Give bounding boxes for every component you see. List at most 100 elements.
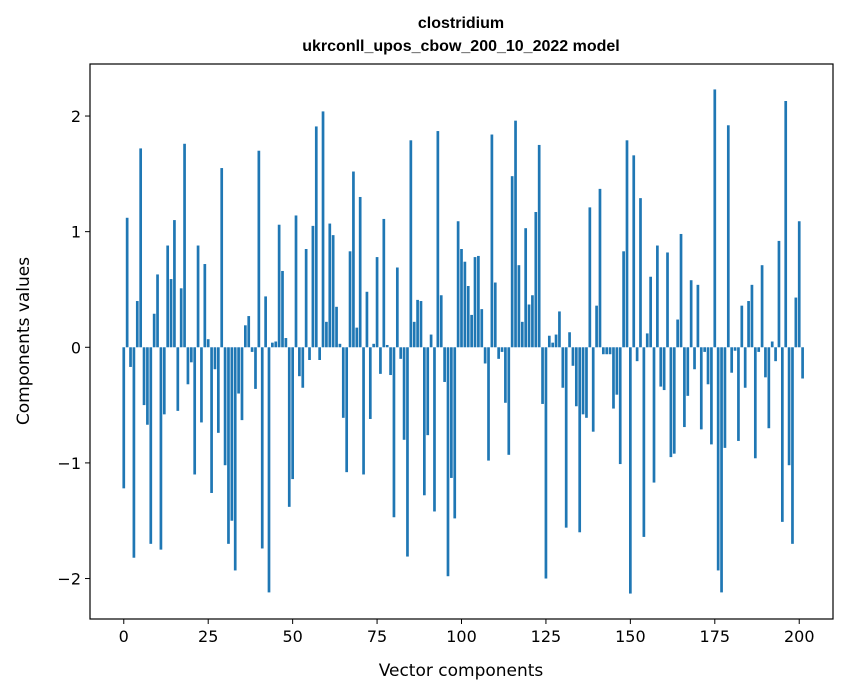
bar-148 [622,251,625,348]
bar-170 [696,284,700,348]
bar-97 [450,347,453,478]
bar-169 [693,347,696,370]
bar-155 [645,333,649,348]
bar-171 [699,347,703,430]
bar-73 [368,347,372,419]
bar-78 [385,344,389,348]
bar-185 [747,301,750,348]
y-axis-label: Components values [14,257,34,425]
bar-151 [632,155,636,348]
bar-1 [125,217,129,348]
bar-132 [568,332,571,348]
bar-74 [372,343,376,348]
bar-126 [547,335,551,348]
x-tick-label: 100 [446,627,477,646]
bar-125 [544,347,548,579]
bar-150 [629,347,632,594]
bar-187 [753,347,757,459]
bar-157 [652,347,656,483]
x-tick-label: 75 [367,627,387,646]
bar-82 [399,347,403,359]
x-tick-label: 50 [282,627,302,646]
bar-47 [281,270,284,348]
bar-121 [531,295,534,348]
bar-22 [196,245,200,348]
bar-129 [558,311,561,348]
bar-183 [740,305,744,348]
y-tick-label: 0 [71,338,81,357]
bar-178 [723,347,727,448]
bar-38 [250,347,254,352]
bar-133 [571,347,575,366]
bar-134 [574,347,578,407]
bar-162 [669,347,673,458]
bar-98 [453,347,457,519]
x-tick-label: 150 [615,627,646,646]
bar-146 [615,347,619,395]
bar-106 [480,309,484,348]
bars-group [122,89,804,594]
bar-111 [497,347,500,359]
bar-14 [169,279,173,348]
y-tick-label: −1 [57,454,81,473]
bar-19 [186,347,190,385]
bar-158 [656,245,659,348]
bar-67 [348,251,352,348]
bar-44 [271,342,274,348]
x-axis-ticks: 0 25 50 75 100 125 150 175 200 [119,619,815,646]
bar-131 [564,347,568,528]
bar-4 [135,301,139,348]
bar-199 [794,297,798,348]
bar-63 [335,306,338,348]
bar-58 [318,347,321,360]
bar-59 [321,111,325,348]
bar-60 [325,321,328,348]
bar-145 [612,347,615,409]
bar-102 [466,286,470,348]
bar-154 [642,347,646,537]
bar-167 [686,347,690,396]
bar-160 [662,347,666,391]
bar-165 [679,233,683,348]
bar-93 [436,131,440,348]
bar-50 [291,347,294,480]
bar-127 [551,342,555,348]
bar-130 [561,347,565,388]
bar-104 [473,257,477,348]
bar-95 [443,347,446,382]
bar-36 [244,325,247,348]
bar-49 [287,347,291,507]
bar-180 [730,347,734,373]
bar-114 [507,347,511,455]
bar-21 [193,347,197,475]
bar-3 [132,347,136,558]
bar-26 [210,347,213,493]
bar-188 [757,347,761,352]
bar-152 [635,347,639,362]
bar-70 [358,196,362,348]
bar-89 [423,347,426,496]
bar-54 [304,249,308,348]
bar-92 [433,347,436,512]
bar-45 [274,341,278,348]
bar-193 [774,347,777,362]
bar-23 [200,347,203,423]
bar-101 [463,261,467,348]
bar-2 [129,347,132,367]
x-tick-label: 125 [531,627,562,646]
bar-64 [338,343,342,348]
bar-161 [666,252,669,348]
bar-164 [676,319,679,348]
bar-37 [247,316,251,348]
bar-79 [389,347,392,376]
bar-68 [352,171,355,348]
x-axis-label: Vector components [379,661,544,681]
bar-140 [595,305,598,348]
bar-105 [477,255,480,348]
bar-141 [598,188,602,348]
bar-109 [490,134,494,348]
x-tick-label: 175 [700,627,731,646]
bar-15 [173,220,176,348]
bar-83 [402,347,406,440]
bar-96 [446,347,450,577]
